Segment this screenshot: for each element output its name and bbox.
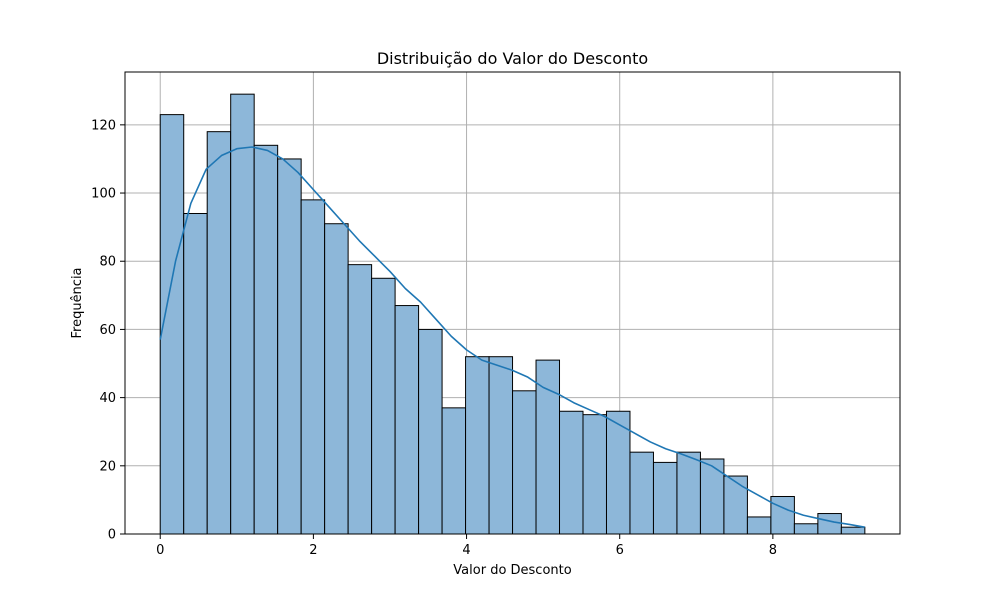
y-tick-label: 60 (99, 323, 116, 338)
y-tick-label: 20 (99, 459, 116, 474)
y-tick-label: 100 (91, 187, 116, 202)
histogram-bar (278, 159, 301, 534)
histogram-bar (677, 452, 700, 534)
histogram-bar (395, 306, 418, 534)
y-tick-label: 0 (108, 528, 116, 543)
x-tick-label: 2 (309, 543, 317, 558)
histogram-bar (419, 329, 442, 534)
histogram-bar (653, 462, 676, 534)
histogram-bar (442, 408, 465, 534)
x-tick-label: 4 (462, 543, 470, 558)
y-axis-label: Frequência (70, 267, 85, 338)
histogram-bar (301, 200, 324, 534)
histogram-bar (466, 357, 489, 534)
histogram-bar (700, 459, 723, 534)
histogram-bar (231, 94, 254, 534)
histogram-bar (818, 514, 841, 534)
histogram-bar (536, 360, 559, 534)
histogram-bar (372, 278, 395, 534)
histogram-bar (489, 357, 512, 534)
x-axis-label: Valor do Desconto (453, 563, 571, 578)
histogram-bar (583, 415, 606, 534)
histogram-bar (560, 411, 583, 534)
histogram-bar (771, 496, 794, 534)
histogram-bar (184, 213, 207, 534)
x-tick-label: 0 (156, 543, 164, 558)
chart-title: Distribuição do Valor do Desconto (377, 49, 648, 68)
y-tick-label: 40 (99, 391, 116, 406)
histogram-bar (606, 411, 629, 534)
x-tick-label: 6 (616, 543, 624, 558)
histogram-bar (348, 265, 371, 534)
histogram-bar (747, 517, 770, 534)
y-tick-label: 80 (99, 255, 116, 270)
histogram-bar (513, 391, 536, 534)
histogram-bar (207, 132, 230, 534)
histogram-bar (325, 224, 348, 534)
histogram-bar (724, 476, 747, 534)
x-tick-label: 8 (769, 543, 777, 558)
histogram-bar (841, 527, 864, 534)
histogram-bar (254, 145, 277, 534)
y-tick-label: 120 (91, 118, 116, 133)
histogram-bar (794, 524, 817, 534)
histogram-bar (630, 452, 653, 534)
